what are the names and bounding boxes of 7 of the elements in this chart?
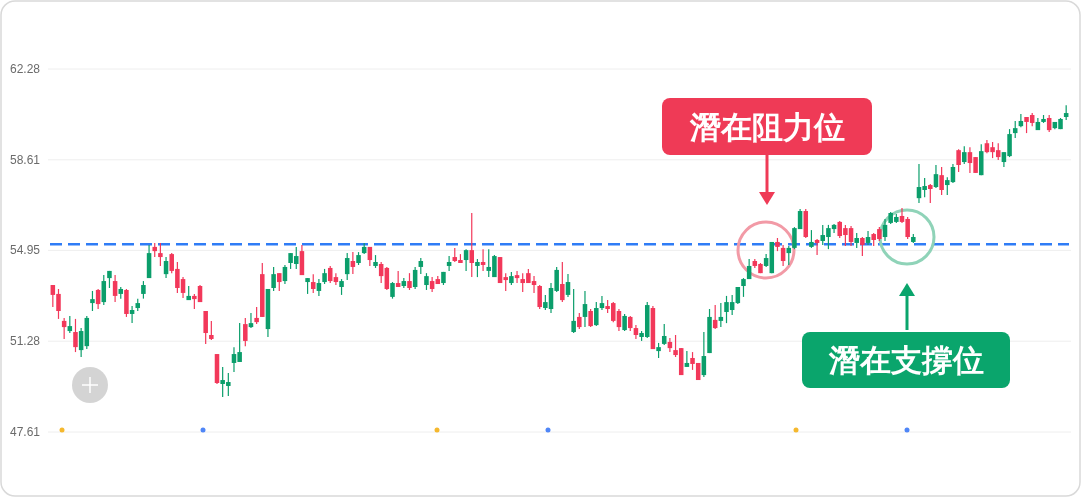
annotation: 潛在支撐位 <box>827 343 984 378</box>
y-tick-label: 51.28 <box>10 334 41 349</box>
annotation: 潛在阻力位 <box>688 109 845 145</box>
y-tick-label: 62.28 <box>10 62 41 76</box>
y-tick-label: 54.95 <box>10 243 41 258</box>
y-tick-label: 47.61 <box>10 425 41 439</box>
y-tick-label: 58.61 <box>10 152 41 167</box>
